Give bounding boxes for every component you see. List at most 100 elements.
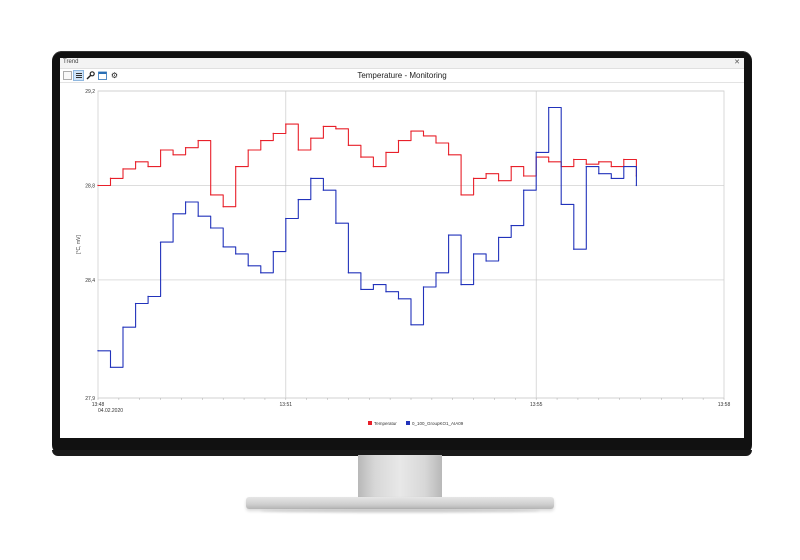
- y-tick-label: 28,4: [85, 278, 95, 284]
- data-point: [485, 172, 487, 175]
- data-point: [472, 177, 475, 180]
- data-point: [385, 151, 387, 154]
- data-point: [522, 175, 525, 177]
- window-titlebar: Trend ✕: [60, 58, 744, 69]
- data-point: [122, 326, 124, 328]
- series-line-2: [98, 106, 637, 368]
- gear-icon[interactable]: ⚙: [110, 71, 119, 80]
- data-point: [260, 272, 262, 274]
- data-point: [222, 206, 224, 208]
- data-point: [510, 224, 512, 227]
- data-point: [335, 222, 337, 224]
- data-point: [548, 106, 550, 109]
- data-point: [360, 288, 362, 291]
- data-point: [497, 236, 500, 239]
- data-point: [573, 248, 575, 250]
- data-point: [385, 291, 387, 293]
- data-point: [585, 165, 587, 168]
- data-point: [485, 260, 487, 262]
- data-point: [497, 180, 500, 182]
- data-point: [548, 161, 550, 163]
- data-point: [235, 165, 237, 168]
- y-axis: 27,9 28,4 28,8 29,2: [85, 89, 95, 402]
- data-point: [372, 283, 375, 286]
- data-point: [635, 184, 638, 187]
- data-point: [197, 215, 199, 217]
- y-axis-label: [°C, mV]: [76, 235, 82, 254]
- data-point: [447, 234, 450, 236]
- data-point: [184, 146, 187, 149]
- legend-label: Temperatur: [374, 421, 397, 426]
- data-point: [598, 172, 600, 175]
- data-point: [285, 217, 287, 220]
- line-chart: 27,9 28,4 28,8 29,2 13:48 13:51 13:55 13:58 [°…: [76, 89, 730, 426]
- data-point: [347, 144, 350, 147]
- data-point: [322, 125, 325, 128]
- legend-swatch: [406, 421, 410, 425]
- data-point: [372, 165, 375, 168]
- wrench-icon[interactable]: [85, 70, 96, 81]
- data-point: [272, 132, 274, 135]
- x-axis: 13:48 13:51 13:55 13:58: [92, 398, 730, 408]
- data-point: [159, 149, 162, 151]
- data-point: [335, 128, 337, 130]
- data-point: [122, 168, 124, 170]
- data-point: [109, 177, 112, 180]
- data-point: [159, 241, 162, 243]
- x-tick-label: 13:55: [530, 402, 543, 408]
- data-point: [222, 246, 224, 248]
- data-point: [472, 253, 475, 255]
- data-point: [134, 302, 137, 305]
- data-point: [410, 324, 412, 326]
- data-point: [598, 161, 600, 163]
- x-axis-date-label: 04.02.2020: [98, 408, 123, 414]
- data-point: [460, 283, 462, 286]
- data-point: [397, 298, 400, 300]
- data-point: [172, 154, 174, 156]
- data-point: [297, 149, 300, 151]
- data-point: [134, 161, 137, 163]
- screen: Trend ✕ ⚙ Temperature - Monitoring 27,9 2…: [60, 58, 744, 438]
- data-point: [285, 123, 287, 125]
- monitor-stand-shadow: [260, 509, 540, 513]
- data-point: [610, 177, 613, 180]
- data-point: [322, 189, 325, 191]
- y-tick-label: 29,2: [85, 89, 95, 95]
- data-point: [97, 184, 99, 187]
- data-point: [209, 194, 212, 196]
- data-point: [447, 154, 450, 156]
- monitor-stand-base: [246, 497, 554, 509]
- data-point: [297, 198, 300, 201]
- data-point: [410, 130, 412, 132]
- data-point: [347, 272, 350, 274]
- legend-swatch: [368, 421, 372, 425]
- data-point: [522, 189, 525, 191]
- data-point: [310, 177, 312, 180]
- chart-series: [97, 106, 638, 368]
- data-point: [623, 165, 625, 168]
- data-point: [397, 139, 400, 142]
- legend: Temperatur 0_100_GroupKO1_AIA09: [368, 421, 464, 426]
- y-tick-label: 28,8: [85, 183, 95, 189]
- chart-title: Temperature - Monitoring: [357, 71, 447, 80]
- monitor-stand-neck: [358, 455, 442, 499]
- monitor-chin: [52, 450, 752, 456]
- data-point: [435, 142, 437, 144]
- data-point: [247, 265, 249, 267]
- data-point: [247, 149, 249, 151]
- data-point: [97, 350, 99, 352]
- data-point: [172, 213, 174, 215]
- chart-icon[interactable]: [62, 70, 73, 81]
- data-point: [360, 156, 362, 158]
- calendar-icon[interactable]: [97, 70, 108, 81]
- data-point: [310, 137, 312, 139]
- list-icon[interactable]: [73, 70, 84, 81]
- close-icon[interactable]: ✕: [734, 59, 740, 66]
- x-tick-label: 13:51: [280, 402, 293, 408]
- data-point: [260, 139, 262, 142]
- window-title: Trend: [63, 59, 79, 65]
- data-point: [422, 286, 425, 288]
- data-point: [585, 163, 587, 165]
- data-point: [235, 253, 237, 255]
- data-point: [560, 203, 562, 206]
